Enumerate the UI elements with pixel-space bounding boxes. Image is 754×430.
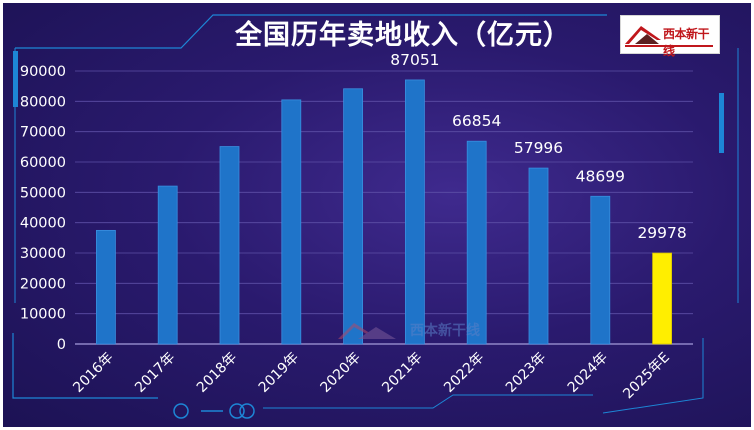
x-tick-label: 2021年 bbox=[379, 350, 425, 396]
bar-chart: 0 10000 20000 30000 40000 50000 60000 70000 8000… bbox=[12, 14, 739, 419]
data-label: 29978 bbox=[637, 224, 686, 242]
logo-roof-icon bbox=[625, 26, 713, 47]
x-axis: 2016年 2017年 2018年 2019年 2020年 2021年 2022年 2023年… bbox=[70, 350, 673, 403]
watermark: 西本新干线 bbox=[336, 317, 480, 345]
y-tick-label: 60000 bbox=[20, 155, 66, 171]
x-tick-label: 2023年 bbox=[503, 350, 549, 396]
x-tick-label: 2024年 bbox=[565, 350, 611, 396]
bar-2022年 bbox=[466, 140, 487, 345]
bars bbox=[96, 79, 672, 345]
y-tick-label: 70000 bbox=[20, 125, 66, 141]
y-tick-label: 30000 bbox=[20, 246, 66, 262]
bar-2020年 bbox=[343, 88, 364, 345]
x-tick-label: 2018年 bbox=[194, 350, 240, 396]
watermark-text: 西本新干线 bbox=[410, 323, 480, 339]
bar-2025年E bbox=[652, 252, 672, 345]
bar-2024年 bbox=[590, 195, 611, 345]
data-labels: 87051 66854 57996 48699 29978 bbox=[390, 51, 687, 242]
x-tick-label: 2019年 bbox=[256, 350, 302, 396]
bar-2017年 bbox=[157, 185, 178, 345]
y-tick-label: 0 bbox=[57, 337, 66, 353]
y-tick-label: 50000 bbox=[20, 185, 66, 201]
bar-2023年 bbox=[528, 167, 549, 345]
bar-2019年 bbox=[281, 99, 302, 345]
y-tick-label: 90000 bbox=[20, 64, 66, 80]
y-tick-label: 10000 bbox=[20, 307, 66, 323]
chart-panel: 全国历年卖地收入（亿元） 西本新干线 0 10000 20000 30000 40000… bbox=[3, 3, 751, 427]
chart-title: 全国历年卖地收入（亿元） bbox=[235, 20, 571, 51]
x-tick-label: 2020年 bbox=[318, 350, 364, 396]
bar-2021年 bbox=[404, 79, 425, 345]
bar-2016年 bbox=[96, 229, 116, 345]
y-tick-label: 40000 bbox=[20, 216, 66, 232]
x-tick-label: 2017年 bbox=[132, 350, 178, 396]
bar-2018年 bbox=[219, 146, 240, 345]
y-tick-label: 20000 bbox=[20, 276, 66, 292]
brand-logo: 西本新干线 bbox=[620, 15, 720, 58]
x-tick-label: 2025年E bbox=[620, 350, 673, 403]
data-label: 87051 bbox=[390, 51, 439, 69]
frame-decoration bbox=[12, 14, 739, 419]
gridlines bbox=[75, 70, 693, 345]
logo-text: 西本新干线 bbox=[663, 27, 710, 58]
data-label: 57996 bbox=[514, 139, 563, 157]
watermark-roof-icon bbox=[338, 323, 396, 339]
y-axis: 0 10000 20000 30000 40000 50000 60000 70000 8000… bbox=[20, 64, 66, 353]
data-label: 66854 bbox=[452, 112, 501, 130]
y-tick-label: 80000 bbox=[20, 94, 66, 110]
data-label: 48699 bbox=[576, 167, 625, 185]
x-tick-label: 2022年 bbox=[441, 350, 487, 396]
x-tick-label: 2016年 bbox=[70, 350, 116, 396]
